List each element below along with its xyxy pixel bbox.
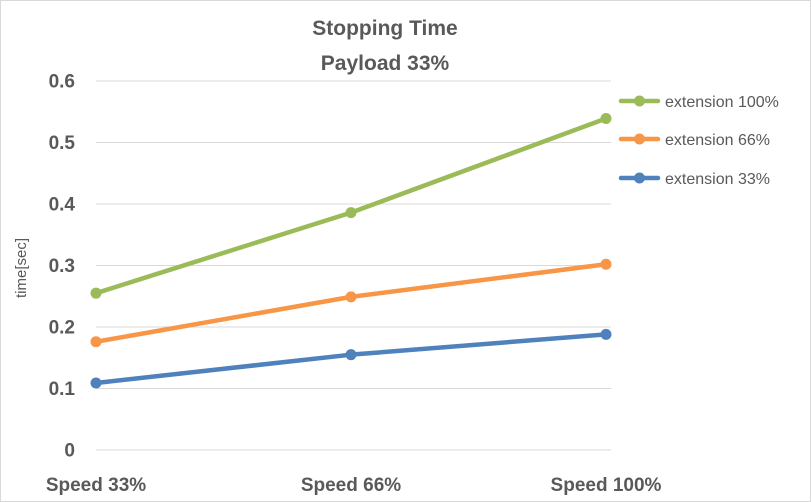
data-point bbox=[345, 349, 357, 361]
data-point bbox=[90, 377, 102, 389]
y-axis-title: time[sec] bbox=[13, 238, 30, 298]
x-tick-label: Speed 100% bbox=[551, 475, 662, 496]
data-point bbox=[345, 291, 357, 303]
series-lines bbox=[90, 113, 612, 389]
series-line bbox=[93, 116, 609, 296]
legend-swatch-marker bbox=[634, 172, 645, 184]
legend-swatch-marker bbox=[634, 133, 645, 145]
legend-label: extension 100% bbox=[665, 94, 779, 111]
y-tick-label: 0.3 bbox=[49, 256, 75, 277]
y-tick-label: 0.2 bbox=[49, 318, 75, 339]
legend-item: extension 100% bbox=[618, 94, 779, 111]
legend-swatch-marker bbox=[634, 95, 645, 107]
data-point bbox=[600, 258, 612, 270]
x-tick-labels: Speed 33% Speed 66% Speed 100% bbox=[46, 475, 662, 496]
series-2 bbox=[90, 328, 612, 389]
x-tick-label: Speed 33% bbox=[46, 475, 146, 496]
data-point bbox=[90, 287, 102, 299]
y-tick-label: 0.4 bbox=[49, 195, 76, 216]
legend-label: extension 33% bbox=[665, 171, 770, 188]
data-point bbox=[600, 113, 612, 125]
legend-label: extension 66% bbox=[665, 132, 770, 149]
legend: extension 100% extension 66% extension 33% bbox=[618, 94, 779, 188]
y-tick-label: 0.5 bbox=[49, 133, 76, 154]
y-tick-label: 0.1 bbox=[49, 379, 76, 400]
series-1 bbox=[90, 258, 612, 348]
data-point bbox=[345, 207, 357, 219]
legend-item: extension 33% bbox=[618, 171, 770, 188]
chart-title-line-2: Payload 33% bbox=[321, 52, 450, 75]
chart-title: Stopping Time Payload 33% bbox=[312, 17, 457, 75]
chart-title-line-1: Stopping Time bbox=[312, 17, 457, 40]
gridlines bbox=[96, 80, 611, 451]
x-tick-label: Speed 66% bbox=[301, 475, 401, 496]
series-0 bbox=[90, 113, 612, 299]
y-tick-label: 0.6 bbox=[49, 72, 75, 93]
data-point bbox=[90, 336, 102, 348]
legend-item: extension 66% bbox=[618, 132, 770, 149]
series-line bbox=[93, 262, 609, 345]
y-tick-label: 0 bbox=[64, 441, 75, 462]
y-tick-labels: 0 0.1 0.2 0.3 0.4 0.5 0.6 bbox=[49, 72, 76, 462]
data-point bbox=[600, 328, 612, 340]
